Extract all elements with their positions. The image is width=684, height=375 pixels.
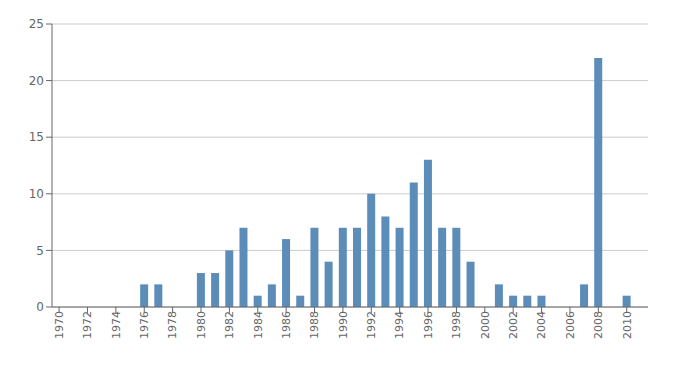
svg-text:2000: 2000 [479, 311, 492, 339]
svg-text:2006: 2006 [564, 311, 577, 339]
svg-text:2008: 2008 [592, 311, 605, 339]
svg-text:2010: 2010 [621, 311, 634, 339]
svg-text:1998: 1998 [450, 311, 463, 339]
svg-text:1992: 1992 [365, 311, 378, 339]
svg-text:1980: 1980 [195, 311, 208, 339]
svg-text:1990: 1990 [337, 311, 350, 339]
svg-text:1976: 1976 [138, 311, 151, 339]
svg-text:1978: 1978 [166, 311, 179, 339]
svg-text:1984: 1984 [252, 311, 265, 339]
svg-text:25: 25 [29, 17, 44, 31]
svg-text:1974: 1974 [110, 311, 123, 339]
svg-text:15: 15 [29, 130, 44, 144]
svg-text:1994: 1994 [393, 311, 406, 339]
svg-text:2002: 2002 [507, 311, 520, 339]
svg-text:1982: 1982 [223, 311, 236, 339]
svg-text:1988: 1988 [308, 311, 321, 339]
svg-text:1996: 1996 [422, 311, 435, 339]
svg-text:1986: 1986 [280, 311, 293, 339]
svg-text:0: 0 [36, 300, 44, 314]
svg-text:5: 5 [36, 244, 44, 258]
svg-text:1972: 1972 [81, 311, 94, 339]
svg-text:10: 10 [29, 187, 44, 201]
svg-text:2004: 2004 [535, 311, 548, 339]
svg-text:20: 20 [29, 74, 44, 88]
svg-text:1970: 1970 [53, 311, 66, 339]
